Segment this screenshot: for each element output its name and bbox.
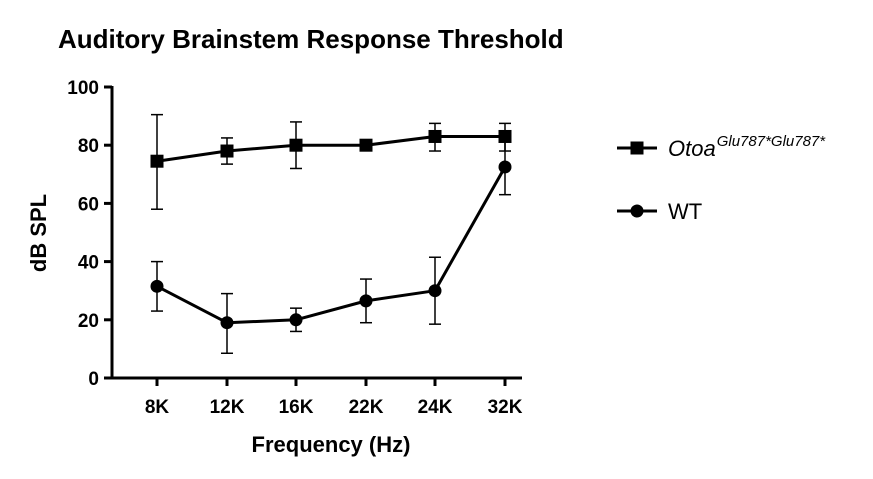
y-tick-label: 60 <box>78 194 99 215</box>
x-tick-label: 32K <box>488 397 523 418</box>
y-axis-title: dB SPL <box>26 194 51 272</box>
x-tick-label: 8K <box>145 397 170 418</box>
data-point-square <box>150 154 164 168</box>
x-tick-label: 12K <box>210 397 245 418</box>
series-layer <box>150 113 512 355</box>
x-tick-label: 24K <box>418 397 453 418</box>
data-point-circle <box>498 160 512 174</box>
y-tick-label: 100 <box>67 78 99 99</box>
legend-item-otoa: OtoaGlu787*Glu787* <box>617 133 826 161</box>
data-point-square <box>289 138 303 152</box>
y-tick-label: 20 <box>78 311 99 332</box>
data-point-circle <box>428 284 442 298</box>
legend-marker-square <box>630 141 644 155</box>
legend-item-wt: WT <box>617 199 702 224</box>
series-otoa <box>150 113 512 210</box>
y-tick-label: 80 <box>78 136 99 157</box>
chart-title: Auditory Brainstem Response Threshold <box>58 24 564 54</box>
x-axis: 8K 12K 16K 22K 24K 32K <box>111 376 523 418</box>
x-axis-title: Frequency (Hz) <box>252 432 411 457</box>
series-line <box>156 166 507 325</box>
x-tick-label: 16K <box>279 397 314 418</box>
data-point-circle <box>220 316 234 330</box>
series-line <box>156 134 505 163</box>
y-tick-label: 40 <box>78 253 99 274</box>
legend: OtoaGlu787*Glu787* WT <box>617 133 826 224</box>
data-point-circle <box>359 294 373 308</box>
legend-label: OtoaGlu787*Glu787* <box>668 133 826 161</box>
legend-marker-circle <box>630 204 644 218</box>
legend-label: WT <box>668 199 702 224</box>
y-axis: 0 20 40 60 80 100 <box>67 78 114 390</box>
data-point-circle <box>289 313 303 327</box>
data-point-square <box>359 138 373 152</box>
data-point-circle <box>150 279 164 293</box>
data-point-square <box>220 144 234 158</box>
y-tick-label: 0 <box>88 369 99 390</box>
x-tick-label: 22K <box>349 397 384 418</box>
data-point-square <box>428 129 442 143</box>
series-wt <box>150 138 512 355</box>
